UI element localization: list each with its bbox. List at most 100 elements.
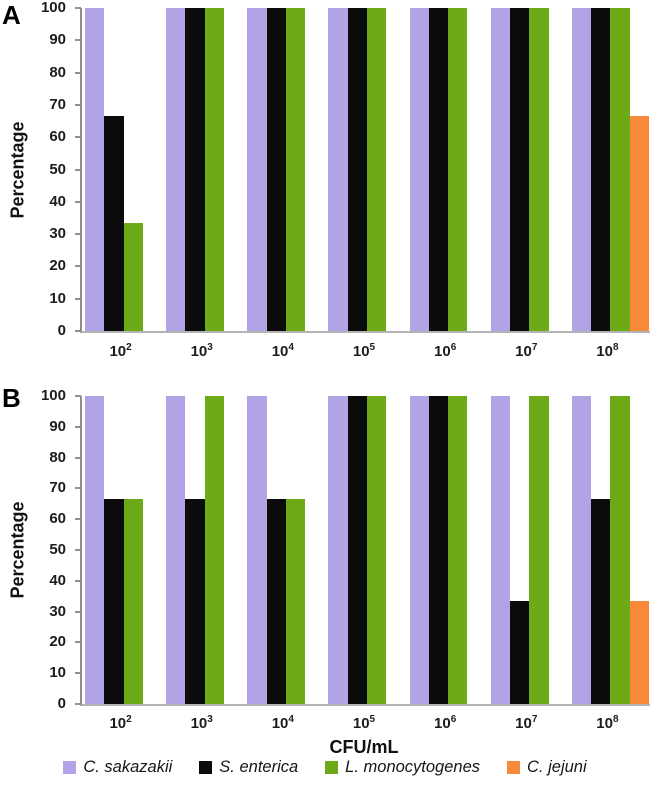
y-tick-mark (75, 672, 81, 675)
y-tick-mark (75, 703, 81, 705)
y-tick-mark (75, 39, 81, 42)
legend-label-l-monocytogenes: L. monocytogenes (345, 758, 481, 776)
bar-l-monocytogenes-106 (448, 8, 468, 331)
bar-c-sakazakii-105 (328, 8, 348, 331)
y-tick-mark (75, 7, 81, 9)
y-tick-mark (75, 518, 81, 521)
y-tick-mark (75, 103, 81, 106)
y-tick-label: 80 (49, 63, 66, 81)
x-tick-label: 105 (352, 714, 376, 732)
legend-swatch-s-enterica (199, 761, 213, 774)
bar-c-sakazakii-107 (490, 396, 510, 704)
legend-label-c-jejuni: C. jejuni (527, 758, 587, 776)
legend-swatch-c-jejuni (507, 761, 521, 774)
y-tick-mark (75, 395, 81, 397)
legend-item-c-jejuni: C. jejuni (507, 758, 587, 777)
bar-l-monocytogenes-106 (448, 396, 468, 704)
legend-label-c-sakazakii: C. sakazakii (83, 758, 173, 776)
bar-l-monocytogenes-107 (529, 8, 549, 331)
x-tick-label: 106 (434, 342, 457, 360)
panel-A: A Percentage 0 10 20 30 40 50 60 70 80 90 100 102 10… (0, 0, 650, 374)
y-tick-label: 0 (57, 322, 66, 339)
y-tick-label: 20 (49, 633, 66, 651)
legend-item-l-monocytogenes: L. monocytogenes (325, 758, 480, 777)
x-tick-label: 104 (271, 714, 294, 732)
y-tick-mark (75, 549, 81, 551)
bar-s-enterica-105 (347, 396, 367, 704)
bar-l-monocytogenes-103 (204, 396, 224, 704)
y-tick-mark (75, 641, 81, 644)
y-tick-mark (75, 200, 81, 203)
y-tick-label: 60 (49, 128, 66, 146)
y-tick-label: 20 (49, 257, 66, 275)
y-tick-label: 30 (49, 225, 66, 243)
bar-s-enterica-103 (185, 498, 205, 704)
bar-l-monocytogenes-105 (367, 8, 387, 331)
bar-c-sakazakii-104 (247, 8, 267, 331)
y-tick-mark (75, 297, 81, 300)
y-tick-mark (75, 487, 81, 490)
y-tick-label: 90 (49, 31, 66, 49)
x-tick-label: 108 (596, 714, 619, 732)
x-tick-label: 102 (109, 342, 132, 360)
bar-l-monocytogenes-105 (367, 396, 387, 704)
y-tick-label: 60 (49, 510, 66, 528)
bar-s-enterica-103 (185, 8, 205, 331)
y-tick-mark (75, 579, 81, 582)
x-tick-label: 107 (515, 342, 538, 360)
bar-l-monocytogenes-102 (123, 498, 143, 704)
y-tick-label: 70 (49, 95, 66, 113)
bar-s-enterica-104 (266, 8, 286, 331)
bar-c-sakazakii-108 (571, 8, 592, 331)
y-tick-mark (75, 71, 81, 74)
bar-c-jejuni-108 (629, 115, 649, 331)
y-tick-label: 100 (40, 0, 66, 16)
bar-s-enterica-105 (347, 8, 367, 331)
plot-area (80, 396, 650, 706)
x-tick-label: 105 (352, 342, 376, 360)
y-tick-label: 80 (49, 448, 66, 466)
bar-c-sakazakii-104 (247, 396, 267, 704)
legend-item-c-sakazakii: C. sakazakii (63, 758, 172, 777)
bar-c-sakazakii-106 (409, 396, 429, 704)
y-tick-label: 30 (49, 602, 66, 620)
x-tick-label: 108 (596, 342, 619, 360)
bar-c-sakazakii-103 (166, 8, 186, 331)
bar-c-sakazakii-103 (166, 396, 186, 704)
x-tick-label: 103 (190, 342, 213, 360)
y-tick-mark (75, 330, 81, 332)
y-tick-mark (75, 233, 81, 236)
y-tick-label: 50 (49, 160, 66, 178)
y-tick-label: 10 (49, 664, 66, 682)
x-tick-label: 104 (271, 342, 294, 360)
x-tick-label: 106 (434, 714, 457, 732)
y-tick-label: 40 (49, 571, 66, 589)
y-tick-mark (75, 610, 81, 613)
bar-c-sakazakii-102 (85, 396, 105, 704)
bar-c-sakazakii-107 (490, 8, 510, 331)
bar-s-enterica-107 (510, 601, 530, 704)
bar-s-enterica-108 (591, 498, 611, 704)
x-tick-label: 102 (109, 714, 132, 732)
x-tick-label: 107 (515, 714, 538, 732)
legend: C. sakazakii S. enterica L. monocytogenes C… (0, 758, 650, 777)
bar-s-enterica-108 (591, 8, 611, 331)
y-tick-label: 40 (49, 192, 66, 210)
plot-area (80, 8, 650, 333)
bar-l-monocytogenes-102 (123, 223, 143, 331)
y-tick-mark (75, 265, 81, 268)
legend-item-s-enterica: S. enterica (199, 758, 298, 777)
bar-s-enterica-102 (104, 115, 124, 331)
bar-c-sakazakii-102 (85, 8, 105, 331)
bar-l-monocytogenes-104 (285, 498, 306, 704)
x-tick-label: 103 (190, 714, 213, 732)
panel-label-a: A (2, 0, 21, 30)
y-tick-mark (75, 136, 81, 139)
bar-s-enterica-106 (428, 396, 449, 704)
bar-s-enterica-107 (510, 8, 530, 331)
y-tick-label: 0 (57, 695, 66, 712)
bar-s-enterica-102 (104, 498, 124, 704)
bar-c-sakazakii-105 (328, 396, 348, 704)
y-tick-mark (75, 425, 81, 428)
